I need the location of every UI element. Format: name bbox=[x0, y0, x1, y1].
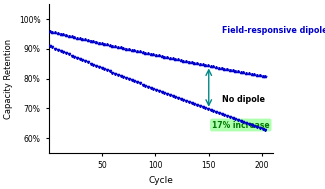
Text: 17% increase: 17% increase bbox=[212, 121, 269, 129]
Text: Field-responsive dipole: Field-responsive dipole bbox=[222, 26, 325, 36]
Y-axis label: Capacity Retention: Capacity Retention bbox=[4, 39, 13, 119]
X-axis label: Cycle: Cycle bbox=[148, 176, 173, 185]
Text: No dipole: No dipole bbox=[222, 95, 265, 104]
